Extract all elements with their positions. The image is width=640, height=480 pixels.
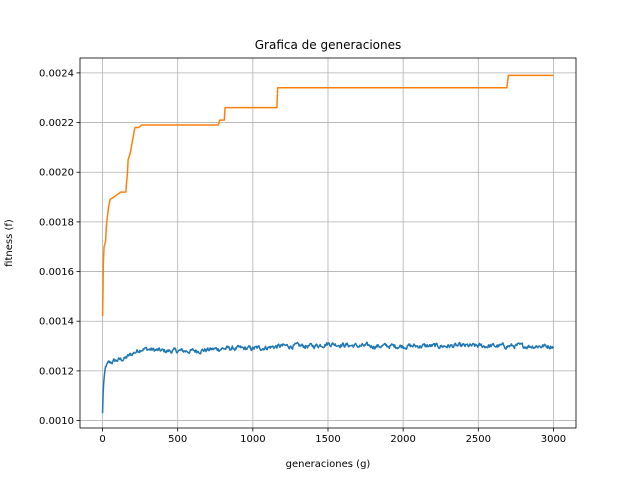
y-tick-label: 0.0010 — [39, 416, 74, 427]
x-tick-label: 2500 — [466, 434, 491, 445]
y-tick-label: 0.0020 — [39, 168, 74, 179]
x-axis-label: generaciones (g) — [286, 459, 371, 470]
series-line-0 — [101, 341, 555, 414]
y-tick-label: 0.0022 — [39, 118, 74, 129]
series-line-1 — [101, 74, 554, 317]
y-tick-label: 0.0024 — [39, 68, 74, 79]
plot-lines — [101, 74, 555, 414]
x-tick-label: 500 — [168, 434, 187, 445]
x-tick-label: 1500 — [315, 434, 340, 445]
y-axis-label: fitness (f) — [4, 219, 15, 267]
y-tick-label: 0.0012 — [39, 366, 74, 377]
y-axis: 0.0010 0.0012 0.0014 0.0016 0.0018 0.0020 0.00… — [39, 68, 80, 427]
x-tick-label: 2000 — [390, 434, 415, 445]
y-tick-label: 0.0018 — [39, 217, 74, 228]
x-tick-label: 0 — [99, 434, 105, 445]
x-tick-label: 3000 — [541, 434, 566, 445]
y-tick-label: 0.0014 — [39, 317, 74, 328]
y-tick-label: 0.0016 — [39, 267, 74, 278]
x-axis: 0 500 1000 1500 2000 2500 3000 — [99, 428, 566, 445]
grid-lines — [80, 58, 576, 428]
x-tick-label: 1000 — [240, 434, 265, 445]
chart-title: Grafica de generaciones — [255, 38, 402, 52]
